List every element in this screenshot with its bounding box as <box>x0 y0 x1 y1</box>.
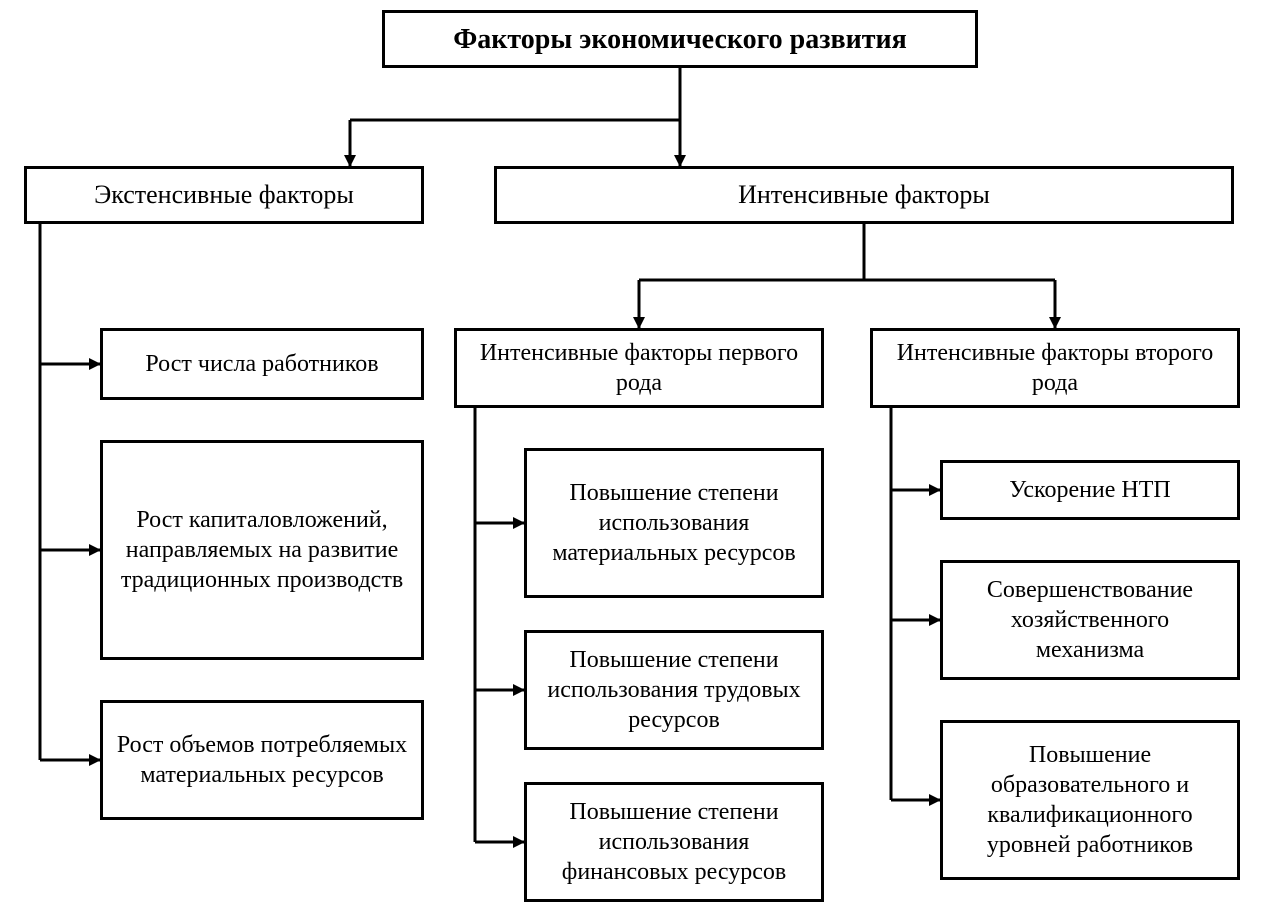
node-label: Экстенсивные факторы <box>94 179 354 212</box>
node-label: Интенсивные факторы <box>738 179 990 212</box>
node-label: Повышение степени использования материал… <box>539 478 809 568</box>
node-label: Рост капиталовложений, направляемых на р… <box>115 505 409 595</box>
node-root: Факторы экономического развития <box>382 10 978 68</box>
node-ext3: Рост объемов потребляемых материальных р… <box>100 700 424 820</box>
node-int1: Интенсивные факторы первого рода <box>454 328 824 408</box>
node-int2c: Повышение образовательного и квалификаци… <box>940 720 1240 880</box>
node-label: Интенсивные факторы первого рода <box>469 338 809 398</box>
node-int2: Интенсивные факторы второго рода <box>870 328 1240 408</box>
diagram-canvas: Факторы экономического развития Экстенсив… <box>0 0 1278 913</box>
node-ext2: Рост капиталовложений, направляемых на р… <box>100 440 424 660</box>
node-label: Интенсивные факторы второго рода <box>885 338 1225 398</box>
node-int1b: Повышение степени использования трудовых… <box>524 630 824 750</box>
node-label: Рост числа работников <box>145 349 378 379</box>
node-label: Совершенствование хозяйственного механиз… <box>955 575 1225 665</box>
node-label: Рост объемов потребляемых материальных р… <box>115 730 409 790</box>
node-ext1: Рост числа работников <box>100 328 424 400</box>
node-ext: Экстенсивные факторы <box>24 166 424 224</box>
node-int: Интенсивные факторы <box>494 166 1234 224</box>
node-label: Повышение образовательного и квалификаци… <box>955 740 1225 860</box>
node-label: Факторы экономического развития <box>453 22 907 57</box>
node-int1a: Повышение степени использования материал… <box>524 448 824 598</box>
node-int2b: Совершенствование хозяйственного механиз… <box>940 560 1240 680</box>
node-label: Повышение степени использования трудовых… <box>539 645 809 735</box>
node-int2a: Ускорение НТП <box>940 460 1240 520</box>
node-label: Повышение степени использования финансов… <box>539 797 809 887</box>
node-label: Ускорение НТП <box>1009 475 1171 505</box>
node-int1c: Повышение степени использования финансов… <box>524 782 824 902</box>
